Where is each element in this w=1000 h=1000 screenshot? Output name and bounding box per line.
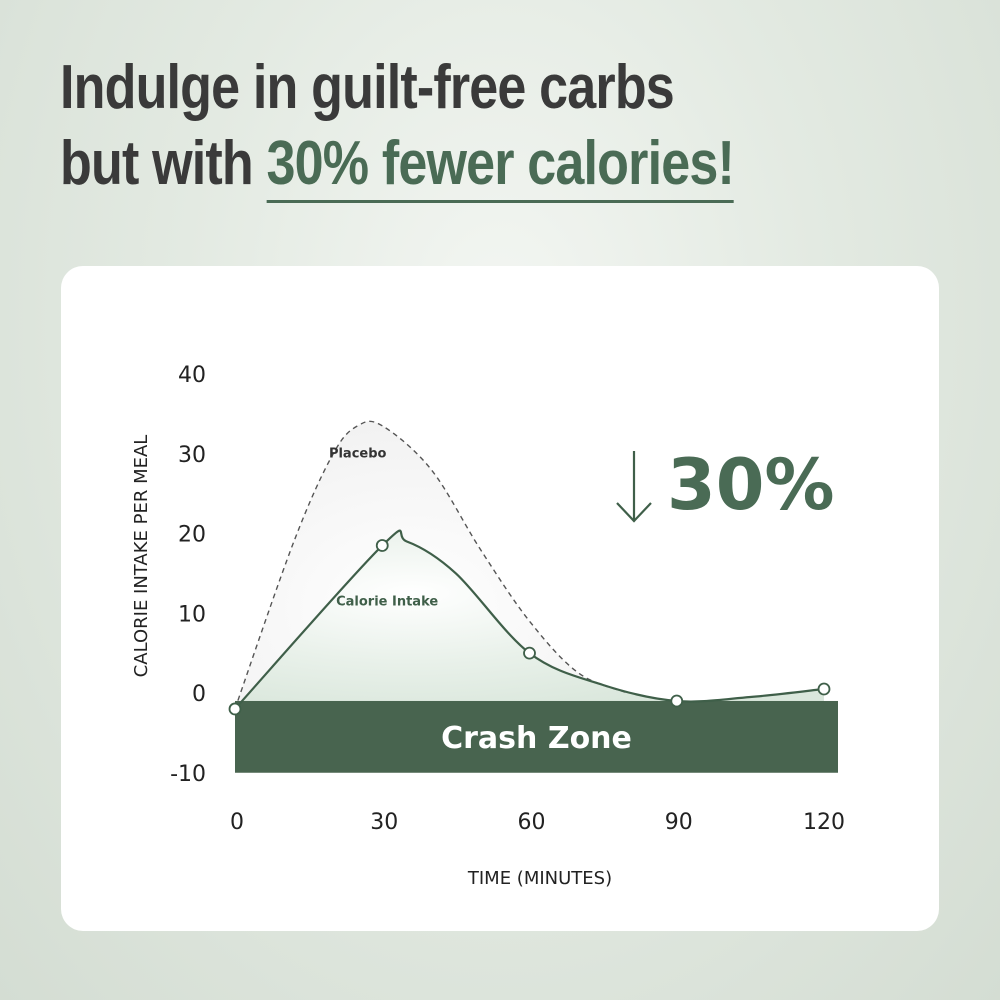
reduction-annotation: 30% [667,444,835,526]
x-tick-label: 0 [230,810,244,835]
data-point-marker [817,682,831,696]
placebo-series-line [234,420,628,710]
x-axis-title: TIME (MINUTES) [467,868,612,889]
headline-highlight: 30% fewer calories! [266,129,735,203]
y-tick-label: 0 [192,682,206,707]
y-tick-label: -10 [170,762,206,787]
x-tick-label: 30 [370,810,398,835]
data-point-marker [523,646,536,660]
headline-line-1: Indulge in guilt-free carbs [60,53,675,122]
y-axis-title: CALORIE INTAKE PER MEAL [131,435,152,678]
calorie-intake-series-label: Calorie Intake [336,594,438,609]
y-tick-label: 40 [178,363,206,388]
down-arrow-icon [616,451,652,523]
x-tick-label: 60 [518,810,546,835]
y-tick-label: 10 [178,602,206,627]
placebo-series-label: Placebo [329,447,387,462]
calorie-intake-area [235,530,824,709]
crash-zone-label: Crash Zone [441,721,632,756]
chart-card: 40 30 20 10 0 -10 0 30 60 90 120 Crash Zone Place… [61,266,939,931]
data-point-marker [670,694,684,708]
headline-prefix: but with [60,129,267,198]
y-tick-label: 20 [178,523,206,548]
data-point-marker [228,702,242,716]
x-tick-label: 120 [803,810,845,835]
crash-zone-band [235,700,838,773]
y-tick-label: 30 [178,443,206,468]
x-tick-label: 90 [665,810,693,835]
chart: 40 30 20 10 0 -10 0 30 60 90 120 Crash Zone Place… [131,363,845,889]
data-point-marker [375,539,389,552]
headline: Indulge in guilt-free carbs but with 30%… [60,50,816,203]
headline-line-2: but with 30% fewer calories! [60,126,816,203]
